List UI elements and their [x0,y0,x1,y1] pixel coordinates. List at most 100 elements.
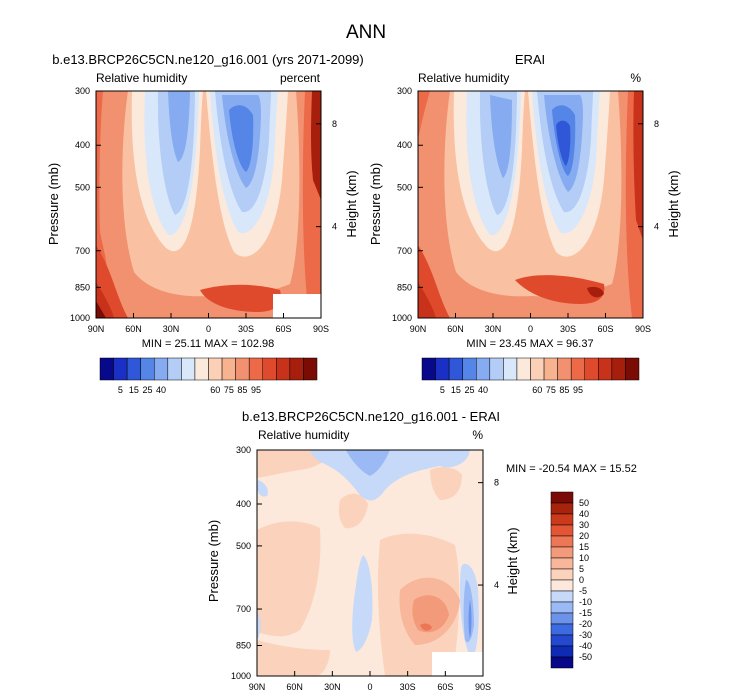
y-tick-label: 500 [236,541,251,551]
x-tick-label: 90S [313,324,329,334]
colorbar-label: 0 [579,575,584,585]
colorbar-swatch [530,357,545,381]
colorbar-swatch [550,601,574,614]
colorbar-swatch [584,357,599,381]
colorbar-swatch [462,357,477,381]
y2-tick-label: 4 [332,222,337,232]
colorbar-label: -5 [579,586,587,596]
y2-tick-label: 8 [494,478,499,488]
figure-title: ANN [346,22,386,43]
y2-axis-label: Height (km) [666,170,681,237]
colorbar-swatch [550,579,574,592]
contour-field [257,450,483,676]
x-tick-label: 60S [275,324,291,334]
y-tick-label: 1000 [231,671,251,681]
colorbar-swatch [550,513,574,526]
colorbar-label: 40 [579,509,589,519]
y-axis-label: Pressure (mb) [206,520,221,602]
colorbar-label: -30 [579,630,592,640]
colorbar-swatch [557,357,572,381]
colorbar-swatch [550,535,574,548]
colorbar-label: 30 [579,520,589,530]
colorbar-swatch [248,357,263,381]
x-tick-label: 60S [437,682,453,692]
y2-axis-label: Height (km) [344,170,359,237]
contour-field [418,91,643,318]
x-tick-label: 90N [249,682,266,692]
y-tick-label: 700 [397,246,412,256]
x-tick-label: 60N [447,324,464,334]
colorbar-swatch [435,357,450,381]
colorbar-label: 15 [579,542,589,552]
x-tick-label: 0 [367,682,372,692]
y-tick-label: 400 [236,499,251,509]
stats-label: MIN = 25.11 MAX = 102.98 [142,338,274,350]
x-tick-label: 30N [485,324,502,334]
colorbar-swatch [550,568,574,581]
colorbar-label: 5 [579,564,584,574]
x-tick-label: 30N [163,324,180,334]
y2-tick-label: 4 [494,580,499,590]
x-tick-label: 90N [410,324,427,334]
colorbar-swatch [276,357,291,381]
units-label: percent [280,71,321,85]
colorbar-label: 85 [237,385,247,395]
colorbar-swatch [503,357,518,381]
x-tick-label: 30S [560,324,576,334]
y-tick-label: 500 [397,182,412,192]
colorbar-label: -50 [579,652,592,662]
stats-label: MIN = 23.45 MAX = 96.37 [466,338,593,350]
panel-title: b.e13.BRCP26C5CN.ne120_g16.001 (yrs 2071… [52,52,363,67]
y-tick-label: 700 [75,246,90,256]
colorbar-swatch [113,357,128,381]
units-label: % [630,71,641,85]
y-tick-label: 850 [397,282,412,292]
variable-label: Relative humidity [258,428,349,442]
panel-model: b.e13.BRCP26C5CN.ne120_g16.001 (yrs 2071… [46,52,364,395]
panel-diff: b.e13.BRCP26C5CN.ne120_g16.001 - ERAI Re… [206,409,637,692]
colorbar-swatch [550,502,574,515]
colorbar-label: 40 [156,385,166,395]
stats-label: MIN = -20.54 MAX = 15.52 [506,463,637,475]
colorbar-label: 95 [573,385,583,395]
x-tick-label: 60S [597,324,613,334]
colorbar-swatch [126,357,141,381]
y2-axis-label: Height (km) [505,527,520,594]
colorbar-swatch [303,357,318,381]
variable-label: Relative humidity [96,71,187,85]
colorbar-label: 20 [579,531,589,541]
colorbar-label: 5 [440,385,445,395]
units-label: % [472,428,483,442]
x-tick-label: 60N [125,324,142,334]
colorbar-swatch [550,546,574,559]
x-tick-label: 0 [528,324,533,334]
colorbar-swatch [181,357,196,381]
y-tick-label: 850 [75,282,90,292]
colorbar-swatch [421,357,436,381]
colorbar-label: 5 [118,385,123,395]
panel-title: b.e13.BRCP26C5CN.ne120_g16.001 - ERAI [242,409,500,424]
colorbar-swatch [99,357,114,381]
colorbar-swatch [550,612,574,625]
colorbar-label: 40 [478,385,488,395]
colorbar-swatch [221,357,236,381]
colorbar-swatch [489,357,504,381]
colorbar-label: 75 [546,385,556,395]
x-tick-label: 90N [88,324,105,334]
y-tick-label: 300 [397,86,412,96]
y2-tick-label: 4 [654,222,659,232]
colorbar-swatch [550,491,574,504]
colorbar: 5 15 25 40 60 75 85 95 [421,357,640,395]
colorbar-label: 15 [129,385,139,395]
colorbar-swatch [208,357,223,381]
colorbar-swatch [611,357,626,381]
colorbar-label: 10 [579,553,589,563]
y-tick-label: 1000 [70,313,90,323]
colorbar-label: 75 [224,385,234,395]
colorbar-swatch [625,357,640,381]
colorbar-swatch [140,357,155,381]
colorbar-swatch [550,656,574,669]
